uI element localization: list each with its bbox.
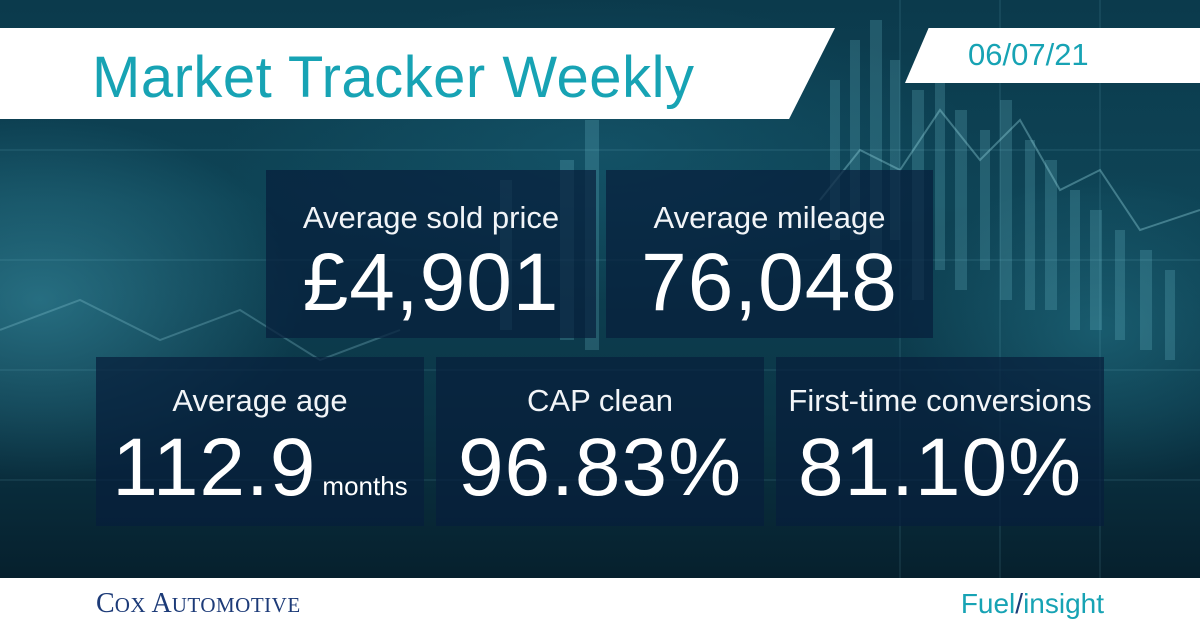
stat-label: CAP clean: [527, 383, 673, 418]
stat-first-time-conversions: First-time conversions 81.10%: [776, 357, 1104, 526]
stat-unit: months: [322, 471, 408, 501]
stat-value: 96.83%: [457, 422, 743, 513]
footer-bar: COX AUTOMOTIVE Fuel/insight: [0, 578, 1200, 627]
stat-average-sold-price: Average sold price £4,901: [266, 170, 596, 338]
stat-average-age: Average age 112.9 months: [96, 357, 424, 526]
page-title: Market Tracker Weekly: [92, 45, 695, 110]
stat-value: 76,048: [641, 237, 898, 328]
stat-value: 81.10%: [797, 422, 1083, 513]
date-banner: [905, 28, 1200, 83]
report-date: 06/07/21: [968, 37, 1089, 72]
cox-automotive-logo: COX AUTOMOTIVE: [96, 588, 301, 619]
title-banner: [0, 28, 835, 119]
fuel-insight-logo: Fuel/insight: [960, 588, 1104, 619]
stat-label: Average mileage: [653, 200, 886, 235]
stat-label: First-time conversions: [788, 383, 1092, 418]
stat-average-mileage: Average mileage 76,048: [606, 170, 933, 338]
stat-value: £4,901: [302, 237, 560, 328]
stat-value: 112.9 months: [112, 422, 408, 513]
stat-cap-clean: CAP clean 96.83%: [436, 357, 764, 526]
stat-label: Average age: [172, 383, 348, 418]
stat-label: Average sold price: [302, 200, 560, 235]
